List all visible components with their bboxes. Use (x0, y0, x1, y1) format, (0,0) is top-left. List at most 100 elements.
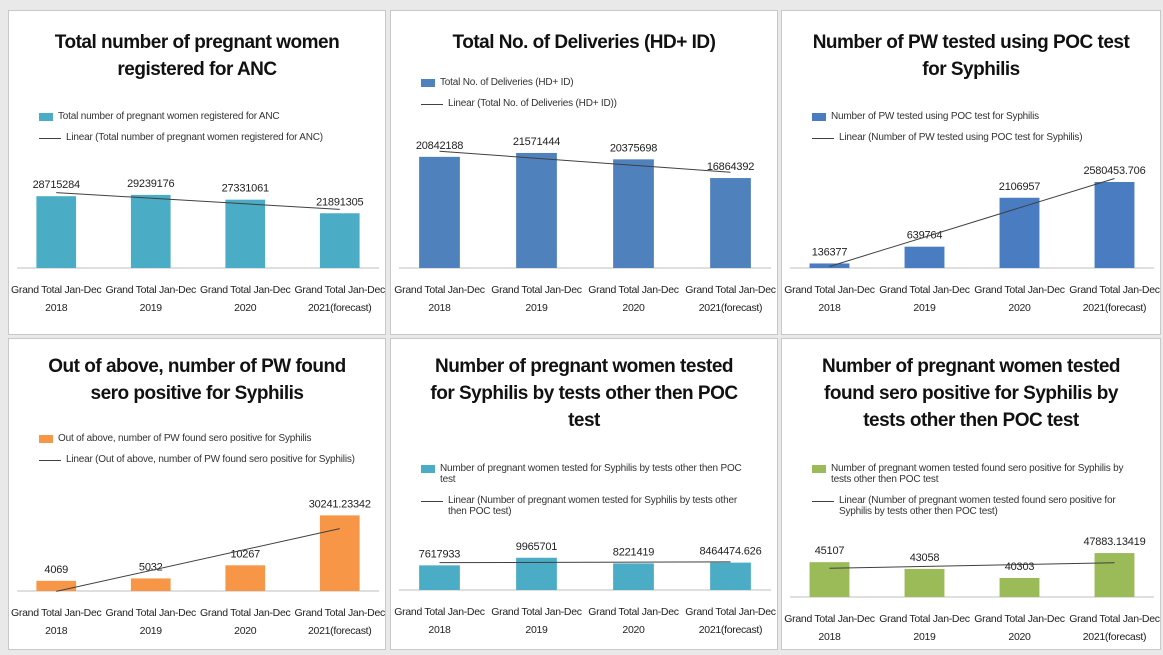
x-tick-label: Grand Total Jan-Dec 2021(forecast) (1069, 613, 1160, 643)
data-label: 5032 (139, 561, 163, 573)
bar (809, 263, 850, 268)
x-tick-label: Grand Total Jan-Dec 2021(forecast) (685, 606, 776, 636)
x-tick-label: Grand Total Jan-Dec 2018 (11, 284, 102, 314)
x-tick-label: Grand Total Jan-Dec 2020 (588, 606, 679, 636)
legend-item: Linear (Number of PW tested using POC te… (812, 132, 1140, 143)
legend-item: Linear (Total number of pregnant women r… (39, 132, 365, 143)
legend: Out of above, number of PW found sero po… (39, 433, 365, 475)
data-label: 7617933 (419, 548, 461, 560)
bar (319, 515, 360, 591)
legend-label: Linear (Total number of pregnant women r… (66, 132, 323, 143)
bar (225, 199, 266, 268)
data-label: 10267 (230, 548, 260, 560)
chart-panel: 28715284 29239176 27331061 21891305 Total nu… (8, 10, 386, 335)
bar (613, 563, 654, 590)
x-tick-label: Grand Total Jan-Dec 2018 (11, 607, 102, 637)
legend-item: Total No. of Deliveries (HD+ ID) (421, 77, 757, 88)
legend-item: Number of pregnant women tested for Syph… (421, 463, 757, 485)
legend: Number of PW tested using POC test for S… (812, 111, 1140, 153)
bar (710, 562, 751, 590)
bar (225, 565, 266, 591)
data-label: 40303 (1005, 561, 1035, 573)
bar (319, 213, 360, 268)
x-tick-label: Grand Total Jan-Dec 2021(forecast) (294, 284, 385, 314)
data-label: 43058 (910, 552, 940, 564)
x-tick-label: Grand Total Jan-Dec 2018 (784, 613, 875, 643)
legend-swatch (39, 435, 53, 443)
trendline (56, 528, 340, 592)
data-label: 21891305 (316, 196, 363, 208)
legend-swatch (812, 113, 826, 121)
chart: 136377 639764 2106957 2580453.706 (790, 165, 1154, 269)
x-tick-label: Grand Total Jan-Dec 2020 (974, 284, 1065, 314)
x-tick-label: Grand Total Jan-Dec 2019 (491, 284, 582, 314)
bar (904, 568, 945, 597)
chart: 45107 43058 40303 47883.13419 (790, 536, 1154, 598)
chart-title: Number of pregnant women tested found se… (821, 356, 1121, 431)
x-tick-label: Grand Total Jan-Dec 2019 (879, 613, 970, 643)
chart: 4069 5032 10267 30241.23342 (17, 498, 379, 592)
bar (516, 557, 557, 590)
legend-item: Linear (Out of above, number of PW found… (39, 454, 365, 465)
legend-line (812, 501, 834, 502)
data-label: 27331061 (222, 183, 269, 195)
x-tick-label: Grand Total Jan-Dec 2020 (974, 613, 1065, 643)
data-label: 20375698 (610, 142, 657, 154)
legend-item: Total number of pregnant women registere… (39, 111, 365, 122)
x-tick-label: Grand Total Jan-Dec 2021(forecast) (1069, 284, 1160, 314)
legend-label: Linear (Total No. of Deliveries (HD+ ID)… (448, 98, 617, 109)
legend-item: Out of above, number of PW found sero po… (39, 433, 365, 444)
trendline (829, 177, 1115, 267)
trendline (439, 150, 731, 173)
chart-title: Total number of pregnant women registere… (54, 32, 340, 80)
chart: 7617933 9965701 8221419 8464474.626 (399, 541, 771, 591)
legend-line (421, 501, 443, 502)
legend-item: Linear (Number of pregnant women tested … (812, 495, 1140, 517)
legend-item: Linear (Total No. of Deliveries (HD+ ID)… (421, 98, 757, 109)
bar (36, 580, 77, 591)
x-tick-label: Grand Total Jan-Dec 2019 (105, 284, 197, 314)
bar (1094, 181, 1135, 268)
legend-label: Linear (Number of pregnant women tested … (839, 495, 1116, 517)
chart-panel: 45107 43058 40303 47883.13419 Number of preg… (781, 338, 1161, 650)
chart-title: Number of pregnant women tested for Syph… (430, 356, 738, 431)
legend-label: Total No. of Deliveries (HD+ ID) (440, 77, 574, 88)
bar (130, 194, 171, 268)
x-tick-label: Grand Total Jan-Dec 2018 (394, 606, 485, 636)
x-tick-label: Grand Total Jan-Dec 2021(forecast) (685, 284, 776, 314)
chart-title: Total No. of Deliveries (HD+ ID) (452, 32, 716, 53)
trendline (56, 192, 340, 210)
legend-item: Linear (Number of pregnant women tested … (421, 495, 757, 517)
data-label: 9965701 (516, 541, 558, 553)
legend-line (39, 460, 61, 461)
trendline (439, 561, 731, 564)
chart-panel: 20842188 21571444 20375698 16864392 Total No… (390, 10, 778, 335)
legend: Number of pregnant women tested for Syph… (421, 463, 757, 527)
legend-item: Number of pregnant women tested found se… (812, 463, 1140, 485)
data-label: 20842188 (416, 140, 463, 152)
bar (419, 156, 460, 268)
data-label: 4069 (44, 564, 68, 576)
data-label: 30241.23342 (309, 498, 371, 510)
bar (809, 562, 850, 597)
data-label: 8464474.626 (699, 546, 761, 558)
legend-label: Total number of pregnant women registere… (58, 111, 280, 122)
chart: 28715284 29239176 27331061 21891305 (17, 178, 379, 269)
data-label: 28715284 (33, 179, 80, 191)
legend: Total No. of Deliveries (HD+ ID) Linear (… (421, 77, 757, 119)
legend: Total number of pregnant women registere… (39, 111, 365, 153)
data-label: 29239176 (127, 178, 174, 190)
trendline (829, 562, 1115, 569)
data-label: 639764 (907, 230, 943, 242)
legend-swatch (421, 79, 435, 87)
bar (36, 196, 77, 268)
chart-panel: 4069 5032 10267 30241.23342 Out of above, nu… (8, 338, 386, 650)
legend-item: Number of PW tested using POC test for S… (812, 111, 1140, 122)
data-label: 45107 (815, 545, 845, 557)
chart-title: Number of PW tested using POC test for S… (812, 32, 1130, 80)
legend-label: Linear (Number of pregnant women tested … (448, 495, 737, 517)
data-label: 2580453.706 (1083, 165, 1145, 177)
legend-label: Linear (Number of PW tested using POC te… (839, 132, 1083, 143)
x-tick-label: Grand Total Jan-Dec 2019 (105, 607, 197, 637)
